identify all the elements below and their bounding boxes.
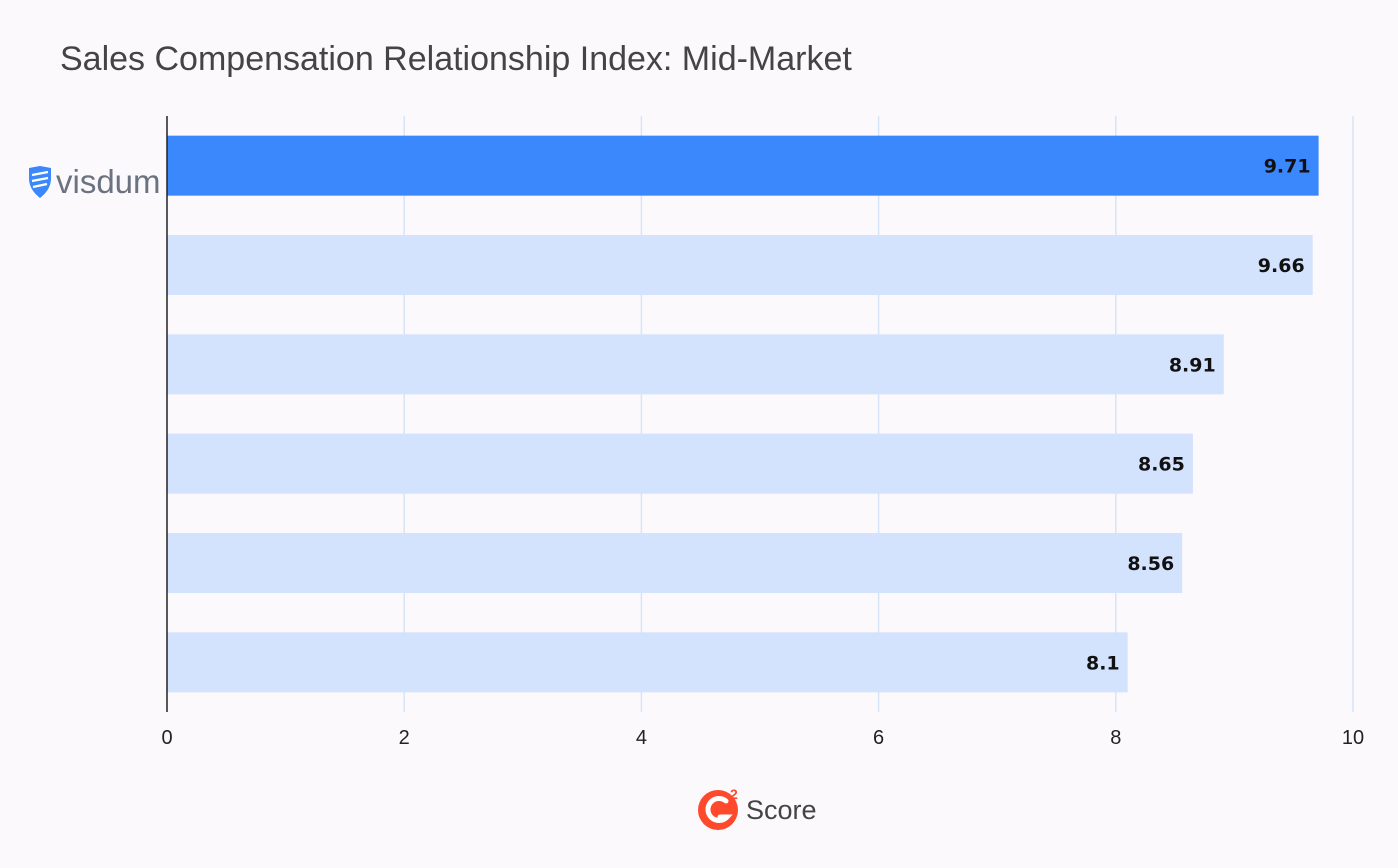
- chart-title: Sales Compensation Relationship Index: M…: [60, 40, 852, 78]
- bar: [167, 334, 1224, 395]
- g2-score-badge: 2 Score: [696, 784, 817, 832]
- tick-layer: 0 2 4 6 8 10: [161, 727, 1364, 749]
- x-tick-label: 0: [161, 727, 172, 749]
- g2-logo-icon: 2: [698, 786, 738, 830]
- bar-value-label: 8.91: [1169, 354, 1216, 376]
- label-layer: 9.71 9.66 8.91 8.65 8.56 8.1: [1086, 156, 1311, 675]
- bar: [167, 433, 1193, 494]
- shield-icon: [29, 166, 51, 198]
- grid-layer: [403, 116, 1354, 712]
- x-tick-label: 6: [873, 727, 884, 749]
- bar: [167, 533, 1183, 593]
- g2-score-label: Score: [746, 794, 817, 825]
- x-tick-label: 4: [636, 727, 647, 749]
- bar: [167, 235, 1313, 295]
- logo-text: visdum: [56, 163, 161, 200]
- bar-value-label: 8.1: [1086, 652, 1120, 674]
- bar-value-label: 8.56: [1127, 553, 1174, 575]
- bar-value-label: 8.65: [1138, 454, 1185, 476]
- visdum-logo: visdum: [28, 163, 161, 201]
- bar-value-label: 9.66: [1258, 255, 1305, 277]
- x-tick-label: 8: [1110, 727, 1121, 749]
- bar: [167, 135, 1319, 196]
- bar: [167, 632, 1128, 693]
- bar-layer: [167, 135, 1319, 693]
- svg-text:2: 2: [730, 786, 738, 802]
- x-tick-label: 2: [399, 727, 410, 749]
- bar-value-label: 9.71: [1264, 156, 1311, 178]
- x-tick-label: 10: [1342, 727, 1364, 749]
